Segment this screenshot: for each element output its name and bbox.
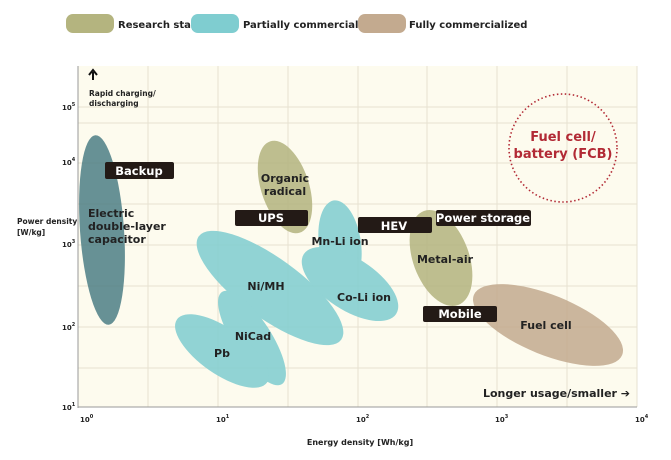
fcb-circle bbox=[508, 93, 618, 203]
edlc-label-line3: capacitor bbox=[88, 233, 146, 246]
y-axis-label-line2: [W/kg] bbox=[17, 228, 45, 237]
nicad-label: NiCad bbox=[235, 330, 271, 343]
x-tick: 101 bbox=[216, 414, 230, 424]
rapid-charging-line1: Rapid charging/ bbox=[89, 89, 156, 98]
rapid-charging-line2: discharging bbox=[89, 99, 139, 108]
y-tick-labels: 105 104 103 102 101 bbox=[62, 102, 76, 412]
legend-label-partial: Partially commercialized bbox=[243, 20, 382, 31]
tag-mobile-label: Mobile bbox=[438, 307, 481, 321]
organic-label-line1: Organic bbox=[261, 172, 309, 185]
tag-hev-label: HEV bbox=[381, 219, 407, 233]
y-tick: 102 bbox=[62, 322, 76, 332]
metal-air-label: Metal-air bbox=[417, 253, 474, 266]
up-arrow-icon bbox=[88, 68, 98, 80]
y-tick: 104 bbox=[62, 157, 76, 167]
region-pb bbox=[175, 314, 269, 388]
organic-label-line2: radical bbox=[264, 185, 306, 198]
tag-power-storage bbox=[436, 210, 531, 226]
region-nicad bbox=[218, 290, 286, 386]
tag-power-storage-label: Power storage bbox=[436, 211, 530, 225]
fcb-label-line1: Fuel cell/ bbox=[530, 130, 596, 145]
x-tick: 102 bbox=[356, 414, 370, 424]
longer-usage-label: Longer usage/smaller ➔ bbox=[483, 387, 630, 400]
legend-swatch-partial bbox=[191, 14, 239, 33]
tag-mobile bbox=[423, 306, 497, 322]
x-tick: 104 bbox=[635, 414, 649, 424]
y-tick: 101 bbox=[62, 402, 76, 412]
y-tick: 103 bbox=[62, 239, 76, 249]
region-nimh bbox=[196, 230, 344, 346]
region-metal-air bbox=[409, 210, 473, 306]
legend-swatch-research bbox=[66, 14, 114, 33]
region-edlc bbox=[79, 135, 125, 325]
fcb-label-line2: battery (FCB) bbox=[514, 147, 613, 162]
legend-label-research: Research stage bbox=[118, 20, 205, 31]
y-axis-label-line1: Power density bbox=[17, 217, 77, 226]
mn-li-label: Mn-Li ion bbox=[311, 235, 368, 248]
legend: Research stage Partially commercialized … bbox=[66, 14, 527, 33]
legend-swatch-full bbox=[358, 14, 406, 33]
pb-label: Pb bbox=[214, 347, 230, 360]
tag-ups-label: UPS bbox=[258, 211, 284, 225]
tag-backup-label: Backup bbox=[115, 164, 162, 178]
fuel-cell-label: Fuel cell bbox=[520, 319, 571, 332]
tag-hev bbox=[358, 217, 432, 233]
region-fuel-cell bbox=[472, 284, 624, 366]
x-tick: 103 bbox=[495, 414, 509, 424]
edlc-label-line1: Electric bbox=[88, 207, 134, 220]
nimh-label: Ni/MH bbox=[247, 280, 284, 293]
y-tick: 105 bbox=[62, 102, 76, 112]
x-tick-labels: 100 101 102 103 104 bbox=[80, 414, 649, 424]
x-tick: 100 bbox=[80, 414, 94, 424]
tag-backup bbox=[105, 162, 174, 179]
legend-label-full: Fully commercialized bbox=[409, 20, 527, 31]
region-co-li-ion bbox=[301, 246, 399, 322]
x-axis-label: Energy density [Wh/kg] bbox=[307, 438, 413, 447]
co-li-label: Co-Li ion bbox=[337, 291, 391, 304]
edlc-label-line2: double-layer bbox=[88, 220, 166, 233]
tag-ups bbox=[235, 210, 308, 226]
